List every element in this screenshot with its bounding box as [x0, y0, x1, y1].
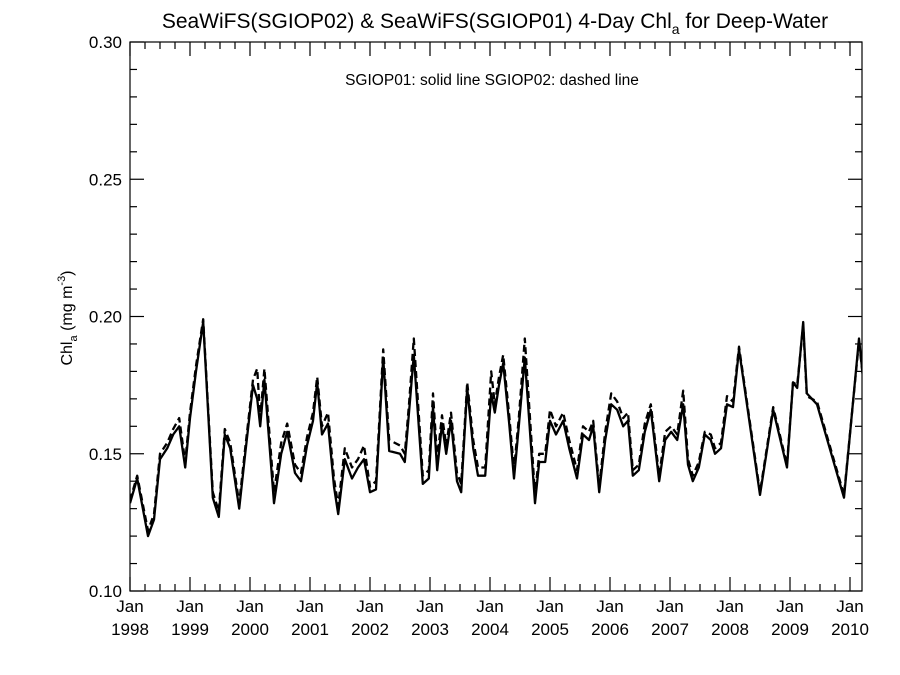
legend-text: SGIOP01: solid line SGIOP02: dashed line — [345, 72, 639, 89]
x-tick-label-month: Jan — [476, 597, 503, 616]
y-tick-label: 0.25 — [89, 170, 122, 189]
x-tick-label-year: 2002 — [351, 620, 389, 639]
x-tick-label-month: Jan — [776, 597, 803, 616]
x-tick-label-year: 2006 — [591, 620, 629, 639]
x-tick-label-month: Jan — [176, 597, 203, 616]
x-tick-label-month: Jan — [836, 597, 863, 616]
x-tick-label-year: 2010 — [831, 620, 869, 639]
series-line-dashed — [130, 318, 862, 532]
x-axis: Jan 1998 Jan 1999 Jan 2000 Jan 2001 Jan 2002 Jan 20… — [111, 42, 869, 639]
x-tick-label-year: 2009 — [771, 620, 809, 639]
x-tick-label-month: Jan — [596, 597, 623, 616]
series-layer — [130, 318, 862, 538]
x-tick-label-year: 2005 — [531, 620, 569, 639]
y-tick-label: 0.20 — [89, 308, 122, 327]
x-tick-label-month: Jan — [296, 597, 323, 616]
x-tick-label-month: Jan — [716, 597, 743, 616]
x-tick-label-month: Jan — [356, 597, 383, 616]
x-tick-label-month: Jan — [656, 597, 683, 616]
x-tick-label-year: 2001 — [291, 620, 329, 639]
chart-title: SeaWiFS(SGIOP02) & SeaWiFS(SGIOP01) 4-Da… — [162, 10, 828, 37]
y-tick-label: 0.15 — [89, 445, 122, 464]
x-tick-label-month: Jan — [236, 597, 263, 616]
x-tick-label-month: Jan — [536, 597, 563, 616]
y-axis-label: Chla (mg m-3) — [56, 270, 80, 365]
y-tick-label: 0.10 — [89, 582, 122, 601]
x-tick-label-year: 2000 — [231, 620, 269, 639]
y-axis: 0.10 0.15 0.20 0.25 0.30 — [89, 33, 862, 601]
x-tick-label-year: 2008 — [711, 620, 749, 639]
series-line-solid — [130, 320, 862, 538]
x-tick-label-year: 1999 — [171, 620, 209, 639]
x-tick-label-month: Jan — [416, 597, 443, 616]
x-tick-label-year: 2004 — [471, 620, 509, 639]
x-tick-label-year: 2007 — [651, 620, 689, 639]
x-tick-label-year: 2003 — [411, 620, 449, 639]
x-tick-label-year: 1998 — [111, 620, 149, 639]
x-tick-label-month: Jan — [116, 597, 143, 616]
y-tick-label: 0.30 — [89, 33, 122, 52]
